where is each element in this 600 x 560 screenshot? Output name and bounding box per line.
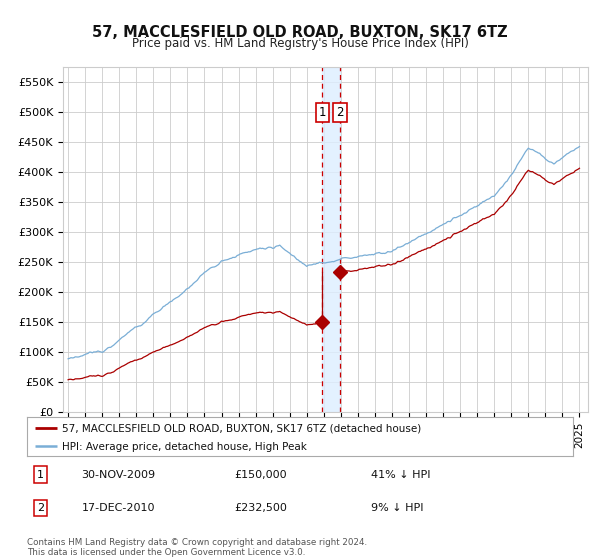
Text: £150,000: £150,000 <box>235 470 287 479</box>
Bar <box>322 67 340 412</box>
Text: 57, MACCLESFIELD OLD ROAD, BUXTON, SK17 6TZ (detached house): 57, MACCLESFIELD OLD ROAD, BUXTON, SK17 … <box>62 423 422 433</box>
Text: 2: 2 <box>337 106 344 119</box>
Text: 57, MACCLESFIELD OLD ROAD, BUXTON, SK17 6TZ: 57, MACCLESFIELD OLD ROAD, BUXTON, SK17 … <box>92 25 508 40</box>
Text: 41% ↓ HPI: 41% ↓ HPI <box>371 470 430 479</box>
Text: 9% ↓ HPI: 9% ↓ HPI <box>371 503 424 513</box>
Text: 30-NOV-2009: 30-NOV-2009 <box>82 470 156 479</box>
Text: £232,500: £232,500 <box>235 503 287 513</box>
Text: 17-DEC-2010: 17-DEC-2010 <box>82 503 155 513</box>
Text: Contains HM Land Registry data © Crown copyright and database right 2024.
This d: Contains HM Land Registry data © Crown c… <box>27 538 367 557</box>
Text: 1: 1 <box>37 470 44 479</box>
Text: Price paid vs. HM Land Registry's House Price Index (HPI): Price paid vs. HM Land Registry's House … <box>131 37 469 50</box>
Text: 1: 1 <box>319 106 326 119</box>
Text: 2: 2 <box>37 503 44 513</box>
Text: HPI: Average price, detached house, High Peak: HPI: Average price, detached house, High… <box>62 442 307 451</box>
